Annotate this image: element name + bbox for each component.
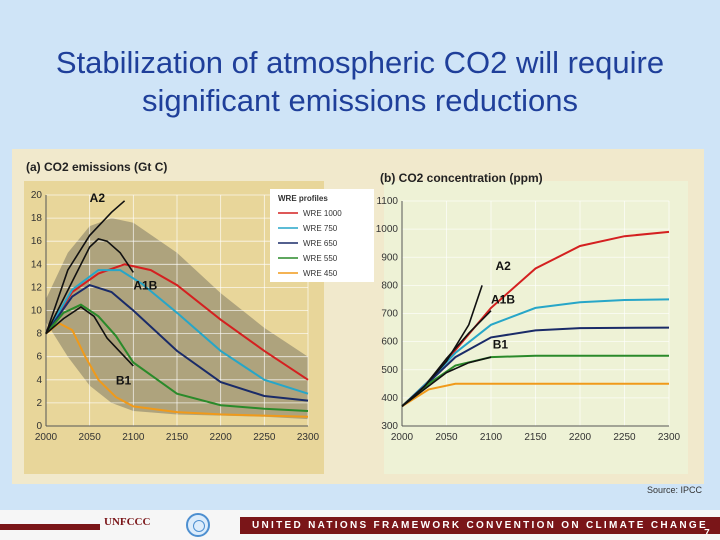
ipcc-figure: (a) CO2 emissions (Gt C) 0 2 4 6 8 10 12 14 16 18 2…: [12, 149, 704, 484]
panel-b-concentration: (b) CO2 concentration (ppm) 300 400 500 600 7…: [376, 171, 681, 443]
legend-entry: WRE 450: [303, 269, 338, 278]
x-tick-label: 2100: [480, 432, 503, 443]
annotation-label: A1B: [133, 279, 157, 293]
series-line-wre-1000: [45, 263, 309, 381]
series-line-a1b: [45, 238, 134, 334]
annotation-label: A2: [90, 191, 106, 205]
un-emblem-icon: [186, 513, 210, 537]
series-line-wre-450: [401, 382, 669, 408]
x-tick-label: 2100: [122, 432, 145, 443]
x-tick-label: 2000: [35, 432, 58, 443]
y-tick-label: 400: [381, 393, 398, 404]
series-line-wre-750: [45, 269, 309, 395]
x-tick-label: 2300: [297, 432, 320, 443]
series-line-b1: [401, 356, 492, 407]
legend-entry: WRE 550: [303, 254, 338, 263]
x-tick-label: 2200: [210, 432, 233, 443]
y-tick-label: 700: [381, 309, 398, 320]
y-tick-label: 500: [381, 365, 398, 376]
y-tick-label: 20: [31, 190, 43, 201]
page-number: 7: [704, 528, 712, 534]
y-tick-label: 0: [36, 421, 42, 432]
series-line-wre-450: [45, 322, 309, 418]
y-tick-label: 4: [36, 375, 42, 386]
x-tick-label: 2200: [569, 432, 592, 443]
series-line-wre-550: [45, 303, 309, 412]
x-tick-label: 2050: [435, 432, 458, 443]
slide-title: Stabilization of atmospheric CO2 will re…: [55, 45, 665, 118]
panel-a-emissions: (a) CO2 emissions (Gt C) 0 2 4 6 8 10 12 14 16 18 2…: [26, 160, 374, 443]
y-tick-label: 12: [31, 282, 43, 293]
chart-title: (b) CO2 concentration (ppm): [380, 171, 543, 185]
chart-title: (a) CO2 emissions (Gt C): [26, 160, 167, 174]
y-tick-label: 18: [31, 213, 43, 224]
y-tick-label: 1100: [376, 196, 398, 207]
x-tick-label: 2250: [253, 432, 276, 443]
y-tick-label: 900: [381, 252, 398, 263]
footer-bar: UNFCCC UNITED NATIONS FRAMEWORK CONVENTI…: [0, 510, 720, 540]
series-line-b1: [45, 306, 134, 367]
x-tick-label: 2150: [524, 432, 547, 443]
y-tick-label: 800: [381, 280, 398, 291]
x-tick-label: 2150: [166, 432, 189, 443]
y-tick-label: 14: [31, 259, 43, 270]
annotation-label: B1: [116, 373, 132, 387]
x-tick-label: 2000: [391, 432, 414, 443]
series-line-a1b: [401, 310, 492, 407]
annotation-label: A2: [495, 259, 511, 273]
legend-entry: WRE 750: [303, 224, 338, 233]
legend-entry: WRE 650: [303, 239, 338, 248]
legend-entry: WRE 1000: [303, 209, 342, 218]
y-tick-label: 10: [31, 306, 43, 317]
annotation-label: A1B: [491, 293, 515, 307]
x-tick-label: 2300: [658, 432, 681, 443]
charts-svg: (a) CO2 emissions (Gt C) 0 2 4 6 8 10 12 14 16 18 2…: [24, 160, 688, 474]
x-tick-label: 2250: [613, 432, 636, 443]
y-tick-label: 16: [31, 236, 43, 247]
footer-text: UNITED NATIONS FRAMEWORK CONVENTION ON C…: [252, 520, 708, 531]
footer-band: UNITED NATIONS FRAMEWORK CONVENTION ON C…: [240, 517, 720, 534]
y-tick-label: 600: [381, 337, 398, 348]
unfccc-logo: UNFCCC: [104, 516, 151, 528]
y-tick-label: 6: [36, 352, 42, 363]
source-caption: Source: IPCC: [646, 485, 702, 495]
series-line-wre-650: [45, 284, 309, 402]
footer-stripe: [0, 524, 100, 530]
legend-box: [270, 189, 374, 282]
x-tick-label: 2050: [79, 432, 102, 443]
series-line-a2: [45, 200, 126, 334]
y-tick-label: 1000: [376, 224, 399, 235]
y-tick-label: 2: [36, 398, 42, 409]
y-tick-label: 300: [381, 421, 398, 432]
y-tick-label: 8: [36, 329, 42, 340]
legend-title: WRE profiles: [278, 194, 328, 203]
annotation-label: B1: [493, 338, 509, 352]
